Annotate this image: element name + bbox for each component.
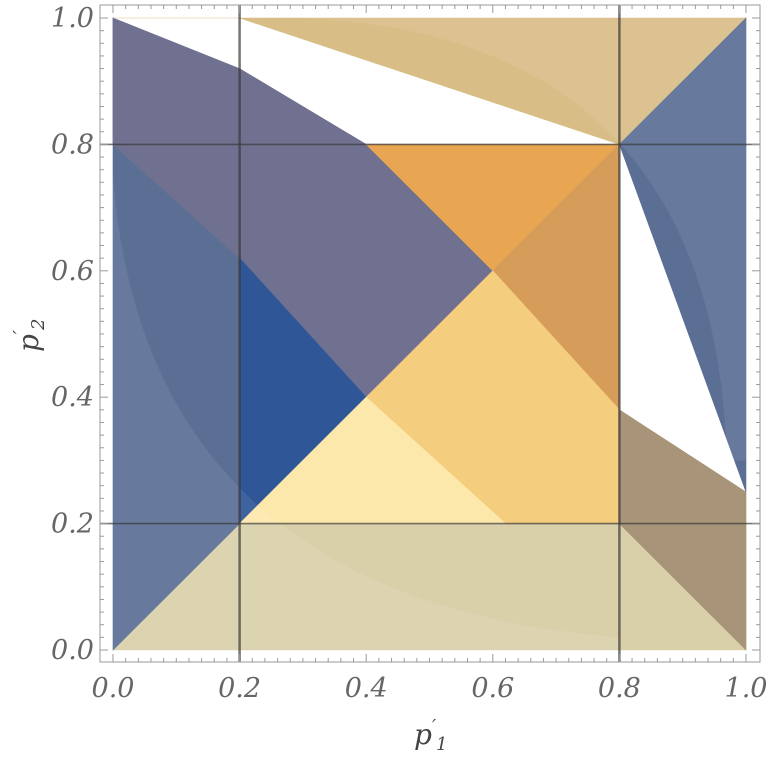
y-tick-label: 0.2 <box>51 509 94 540</box>
y-tick-label: 0.0 <box>51 635 94 666</box>
chart-regions <box>112 17 747 651</box>
x-tick-label: 0.4 <box>345 673 388 704</box>
y-tick-label: 0.8 <box>51 129 94 160</box>
y-tick-label: 0.4 <box>51 382 94 413</box>
y-axis-label: p′2 <box>10 319 49 352</box>
y-tick-label: 1.0 <box>51 3 94 34</box>
region-blue-right <box>619 17 747 493</box>
axis-tick-labels: 0.0 0.2 0.4 0.6 0.8 1.0 0.0 0.2 0.4 0.6 0.8 1.0 <box>51 3 767 704</box>
x-tick-label: 0.8 <box>598 673 641 704</box>
chart-gridlines <box>100 5 760 662</box>
y-tick-label: 0.6 <box>51 256 94 287</box>
x-tick-label: 1.0 <box>725 673 768 704</box>
x-tick-label: 0.6 <box>471 673 514 704</box>
x-tick-label: 0.0 <box>92 673 135 704</box>
x-axis-label: p′1 <box>414 716 447 755</box>
axis-ticks <box>100 5 760 662</box>
overlay-upper-curve <box>302 18 746 461</box>
x-tick-label: 0.2 <box>218 673 261 704</box>
